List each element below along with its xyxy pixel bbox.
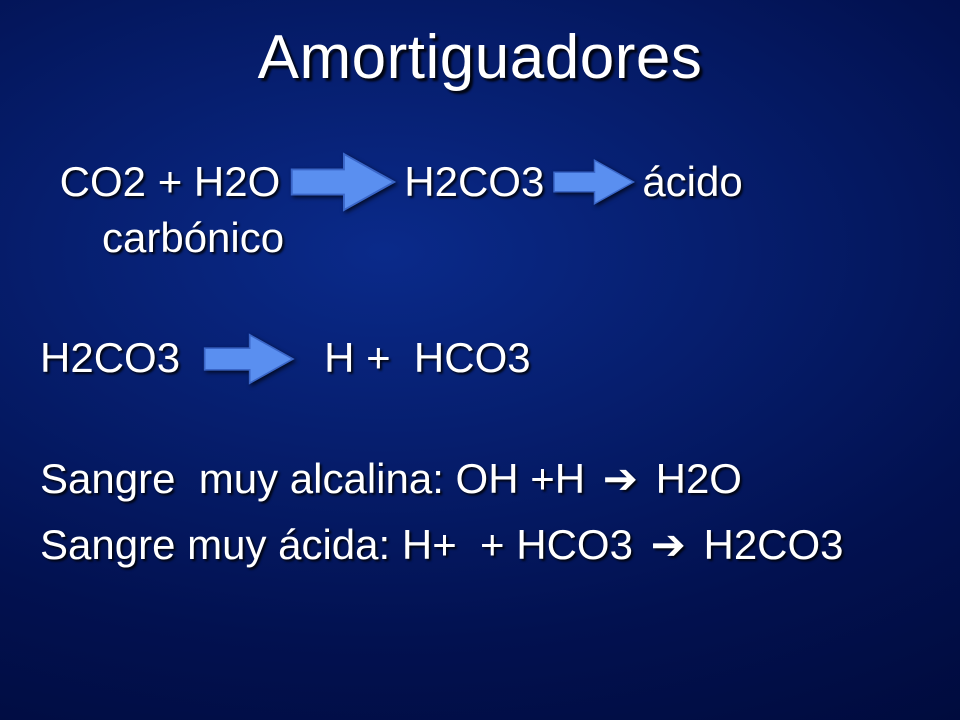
eq1-mid: H2CO3	[404, 156, 544, 209]
arrow-icon	[284, 148, 400, 216]
line-4: Sangre muy ácida: H+ + HCO3 ➔ H2CO3	[40, 519, 920, 572]
arrow-icon	[548, 148, 638, 216]
eq1-left: CO2 + H2O	[48, 156, 280, 209]
l3-a: Sangre muy alcalina: OH +H	[40, 453, 597, 506]
eq2-left: H2CO3	[40, 332, 180, 385]
l4-a: Sangre muy ácida: H+ + HCO3	[40, 519, 645, 572]
line-3: Sangre muy alcalina: OH +H ➔ H2O	[40, 453, 920, 506]
eq2-right: H + HCO3	[324, 332, 531, 385]
arrow-icon	[198, 325, 298, 393]
eq1-right: ácido	[642, 156, 742, 209]
text-arrow-icon: ➔	[597, 453, 644, 506]
slide-body: CO2 + H2O H2CO3 ácido carbónico H2CO3 H …	[40, 148, 920, 572]
equation-1-cont: carbónico	[40, 212, 920, 265]
slide-title: Amortiguadores	[0, 22, 960, 93]
eq1-cont: carbónico	[102, 212, 284, 265]
text-arrow-icon: ➔	[645, 519, 692, 572]
l3-b: H2O	[644, 453, 742, 506]
equation-2-row: H2CO3 H + HCO3	[40, 325, 920, 393]
equation-1-row: CO2 + H2O H2CO3 ácido	[40, 148, 920, 216]
l4-b: H2CO3	[692, 519, 844, 572]
slide: Amortiguadores CO2 + H2O H2CO3 ácido car…	[0, 0, 960, 720]
